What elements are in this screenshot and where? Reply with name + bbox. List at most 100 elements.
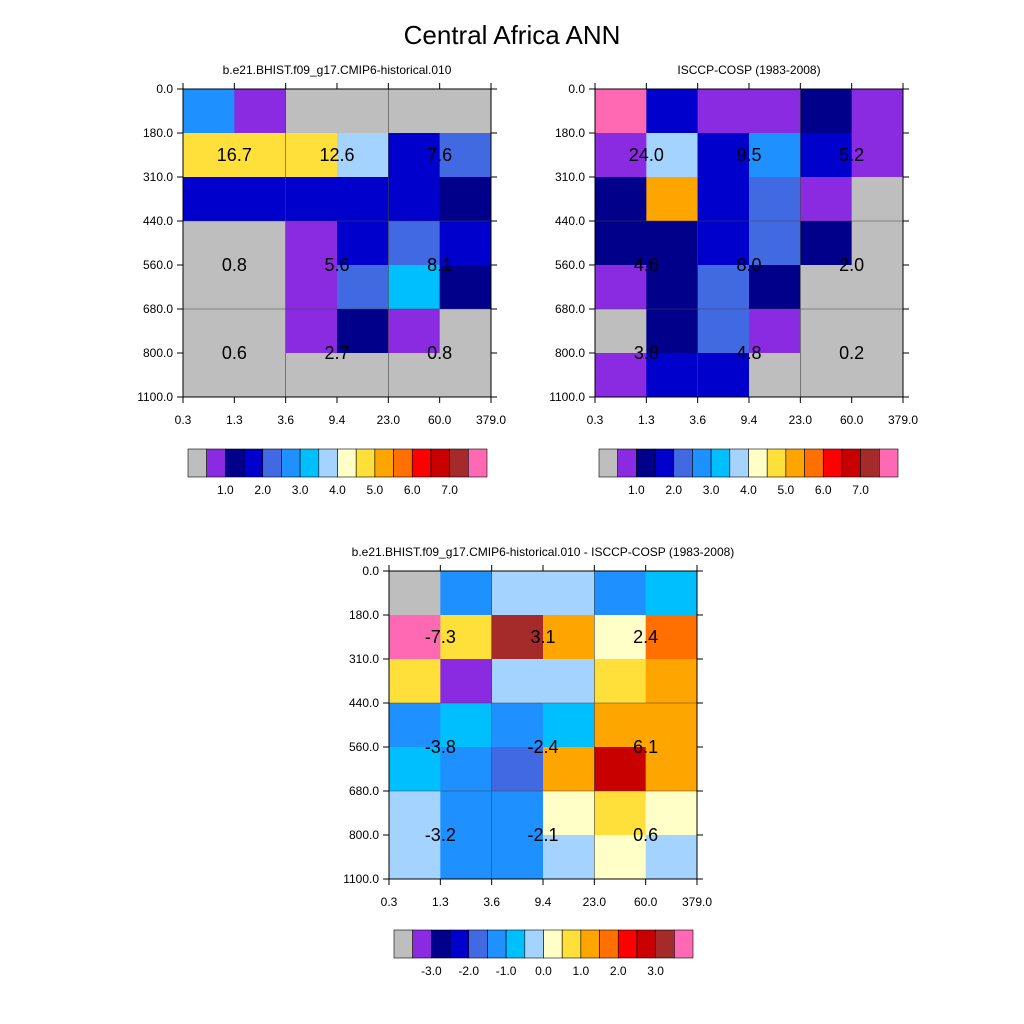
x-tick-label: 3.6 [483, 895, 500, 909]
panel-title: b.e21.BHIST.f09_g17.CMIP6-historical.010 [223, 63, 452, 77]
cell [595, 265, 647, 310]
cell-annotation: -3.8 [425, 737, 456, 757]
x-tick-label: 9.4 [329, 413, 346, 427]
colorbar-box [692, 448, 712, 478]
colorbar-box [206, 448, 226, 478]
colorbar-box [710, 448, 731, 478]
cell [337, 265, 389, 310]
cell [388, 133, 441, 178]
colorbar-label: -2.0 [458, 964, 479, 978]
cell [183, 133, 235, 178]
cell [800, 133, 853, 178]
cell-annotation: 5.2 [839, 145, 864, 165]
colorbar-box [411, 448, 432, 478]
colorbar-label: 5.0 [367, 483, 384, 497]
colorbar-box [766, 448, 787, 478]
cell [439, 221, 492, 266]
x-tick-label: 23.0 [789, 413, 813, 427]
panel-title: ISCCP-COSP (1983-2008) [677, 63, 820, 77]
cell [439, 265, 492, 310]
colorbar-box [337, 448, 357, 478]
cell-annotation: 0.2 [839, 343, 864, 363]
cell-annotation: 3.8 [634, 343, 659, 363]
colorbar-box [449, 448, 469, 478]
colorbar-box [374, 448, 394, 478]
cell [646, 353, 699, 398]
cell [285, 133, 338, 178]
colorbar-box [654, 448, 675, 478]
cell [646, 89, 699, 134]
cell [337, 133, 389, 178]
cell [491, 747, 544, 792]
cell [389, 835, 441, 880]
y-tick-label: 310.0 [349, 652, 379, 666]
cell-annotation: 0.8 [427, 343, 452, 363]
y-tick-label: 560.0 [555, 258, 585, 272]
cell [491, 571, 544, 616]
colorbar-box [487, 929, 507, 959]
cell [749, 177, 801, 222]
cell [645, 703, 698, 748]
cell [440, 659, 493, 704]
cell [388, 177, 441, 222]
x-tick-label: 3.6 [277, 413, 294, 427]
colorbar-label: 2.0 [665, 483, 682, 497]
cell [595, 133, 647, 178]
cell-annotation: 3.1 [530, 627, 555, 647]
cell [285, 177, 338, 222]
cell [800, 265, 853, 310]
cell [285, 221, 338, 266]
cell [389, 747, 441, 792]
x-tick-label: 60.0 [428, 413, 452, 427]
cell [595, 309, 647, 354]
colorbar-box [430, 448, 450, 478]
colorbar-box [804, 448, 824, 478]
colorbar-label: 6.0 [404, 483, 421, 497]
cell [543, 747, 595, 792]
cell [439, 353, 492, 398]
cell [749, 265, 801, 310]
cell [440, 791, 493, 836]
x-tick-label: 0.3 [175, 413, 192, 427]
colorbar-box [599, 929, 619, 959]
y-tick-label: 800.0 [555, 346, 585, 360]
cell [285, 89, 338, 134]
y-tick-label: 560.0 [143, 258, 173, 272]
colorbar-box [524, 929, 544, 959]
cell-annotation: 0.8 [222, 255, 247, 275]
y-tick-label: 180.0 [555, 126, 585, 140]
cell [851, 89, 904, 134]
colorbar-label: 7.0 [852, 483, 869, 497]
cell [234, 133, 287, 178]
cell [234, 89, 287, 134]
cell-annotation: 8.0 [736, 255, 761, 275]
x-tick-label: 9.4 [535, 895, 552, 909]
cell [800, 221, 853, 266]
colorbar-box [543, 929, 563, 959]
y-tick-label: 680.0 [555, 302, 585, 316]
cell-annotation: 5.6 [324, 255, 349, 275]
panel-title: b.e21.BHIST.f09_g17.CMIP6-historical.010… [352, 545, 735, 559]
colorbar-box [505, 929, 526, 959]
cell [440, 571, 493, 616]
cell [234, 221, 287, 266]
colorbar-label: 4.0 [740, 483, 757, 497]
cell [749, 221, 801, 266]
cell-annotation: 2.7 [324, 343, 349, 363]
colorbar-box [225, 448, 245, 478]
y-tick-label: 1100.0 [343, 872, 379, 886]
y-tick-label: 0.0 [156, 82, 173, 96]
colorbar-box [673, 448, 693, 478]
colorbar-label: 1.0 [628, 483, 645, 497]
cell [646, 221, 699, 266]
colorbar-box [431, 929, 451, 959]
cell [800, 309, 853, 354]
colorbar-box [468, 929, 488, 959]
cell [749, 309, 801, 354]
x-tick-label: 0.3 [587, 413, 604, 427]
colorbar-box [262, 448, 282, 478]
cell [646, 177, 699, 222]
cell [697, 265, 750, 310]
colorbar-label: 6.0 [815, 483, 832, 497]
